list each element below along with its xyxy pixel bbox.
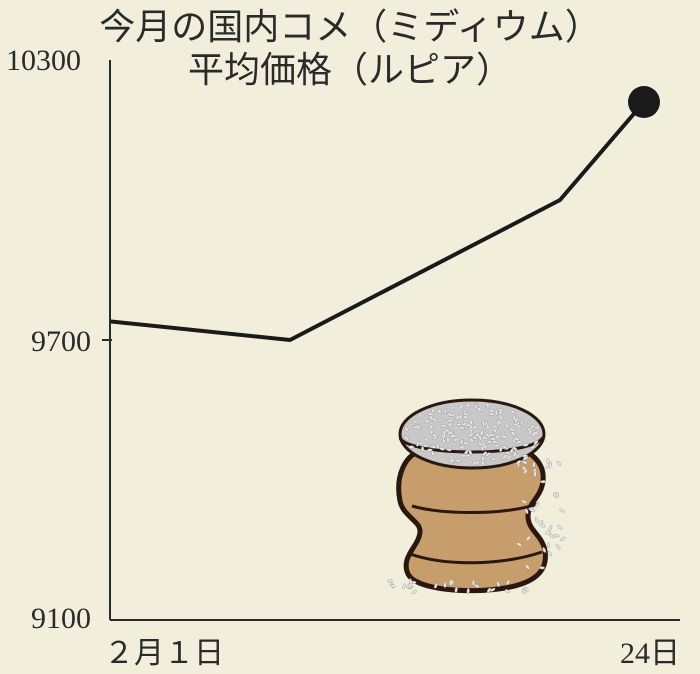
end-point-marker bbox=[628, 86, 660, 118]
rice-price-chart: 今月の国内コメ（ミディウム） 平均価格（ルピア） 10300 9700 9100… bbox=[0, 0, 700, 674]
rice-bag-icon bbox=[350, 356, 590, 596]
price-line bbox=[110, 102, 644, 340]
